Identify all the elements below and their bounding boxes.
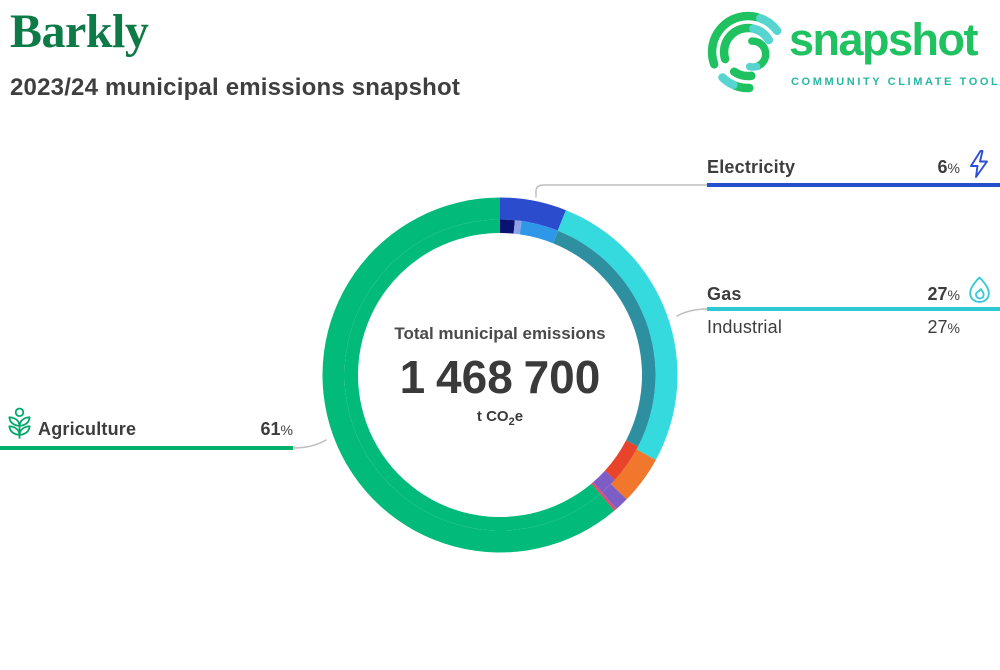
lightning-icon (970, 150, 988, 178)
industrial-label: Industrial (707, 317, 783, 337)
agriculture-callout: Agriculture 61% (38, 419, 293, 440)
donut-segment-gas[interactable] (557, 210, 678, 460)
gas-callout: Gas 27% (707, 284, 960, 305)
donut-center-text: Total municipal emissions 1 468 700 t CO… (350, 324, 650, 428)
agriculture-label: Agriculture (38, 419, 137, 439)
donut-segment-unlabeled-pink-inner[interactable] (591, 482, 603, 494)
page-subtitle: 2023/24 municipal emissions snapshot (10, 74, 461, 101)
donut-segment-electricity-sub-c[interactable] (519, 221, 559, 244)
agriculture-rule (0, 446, 293, 450)
total-emissions-label: Total municipal emissions (394, 324, 606, 343)
gas-industrial-subrow: Industrial 27% (707, 317, 960, 338)
donut-segment-agriculture-inner[interactable] (344, 219, 601, 531)
donut-segment-agriculture[interactable] (322, 197, 615, 553)
plant-icon (8, 407, 31, 439)
gas-connector-line (676, 308, 708, 317)
electricity-label: Electricity (707, 157, 796, 177)
electricity-callout: Electricity 6% (707, 157, 960, 178)
industrial-percent: 27% (927, 317, 960, 337)
snapshot-logo-icon (707, 11, 782, 93)
donut-segment-electricity-sub-b[interactable] (513, 220, 522, 235)
donut-segment-unlabeled-purple[interactable] (602, 483, 627, 509)
gas-rule (707, 307, 1000, 311)
total-emissions-value: 1 468 700 (399, 351, 601, 403)
electricity-percent: 6% (937, 157, 960, 177)
donut-segment-gas-industrial[interactable] (553, 230, 656, 447)
electricity-rule (707, 183, 1000, 187)
donut-segment-unlabeled-red[interactable] (604, 440, 639, 480)
emissions-donut-chart (322, 197, 678, 553)
gas-label: Gas (707, 284, 742, 304)
page-title: Barkly (10, 5, 149, 58)
logo-tagline: COMMUNITY CLIMATE TOOL (791, 76, 1000, 88)
agriculture-percent: 61% (260, 419, 293, 439)
snapshot-logo-wordmark: snapshot (789, 14, 979, 65)
donut-segment-unlabeled-purple-inner[interactable] (593, 470, 615, 493)
flame-icon (969, 276, 990, 303)
donut-segment-electricity[interactable] (500, 197, 566, 231)
donut-segment-electricity-sub-a[interactable] (500, 219, 515, 234)
total-emissions-unit: t CO2e (476, 408, 524, 428)
donut-segment-unlabeled-orange[interactable] (610, 449, 656, 500)
donut-segment-unlabeled-pink[interactable] (600, 492, 617, 511)
gas-percent: 27% (927, 284, 960, 304)
